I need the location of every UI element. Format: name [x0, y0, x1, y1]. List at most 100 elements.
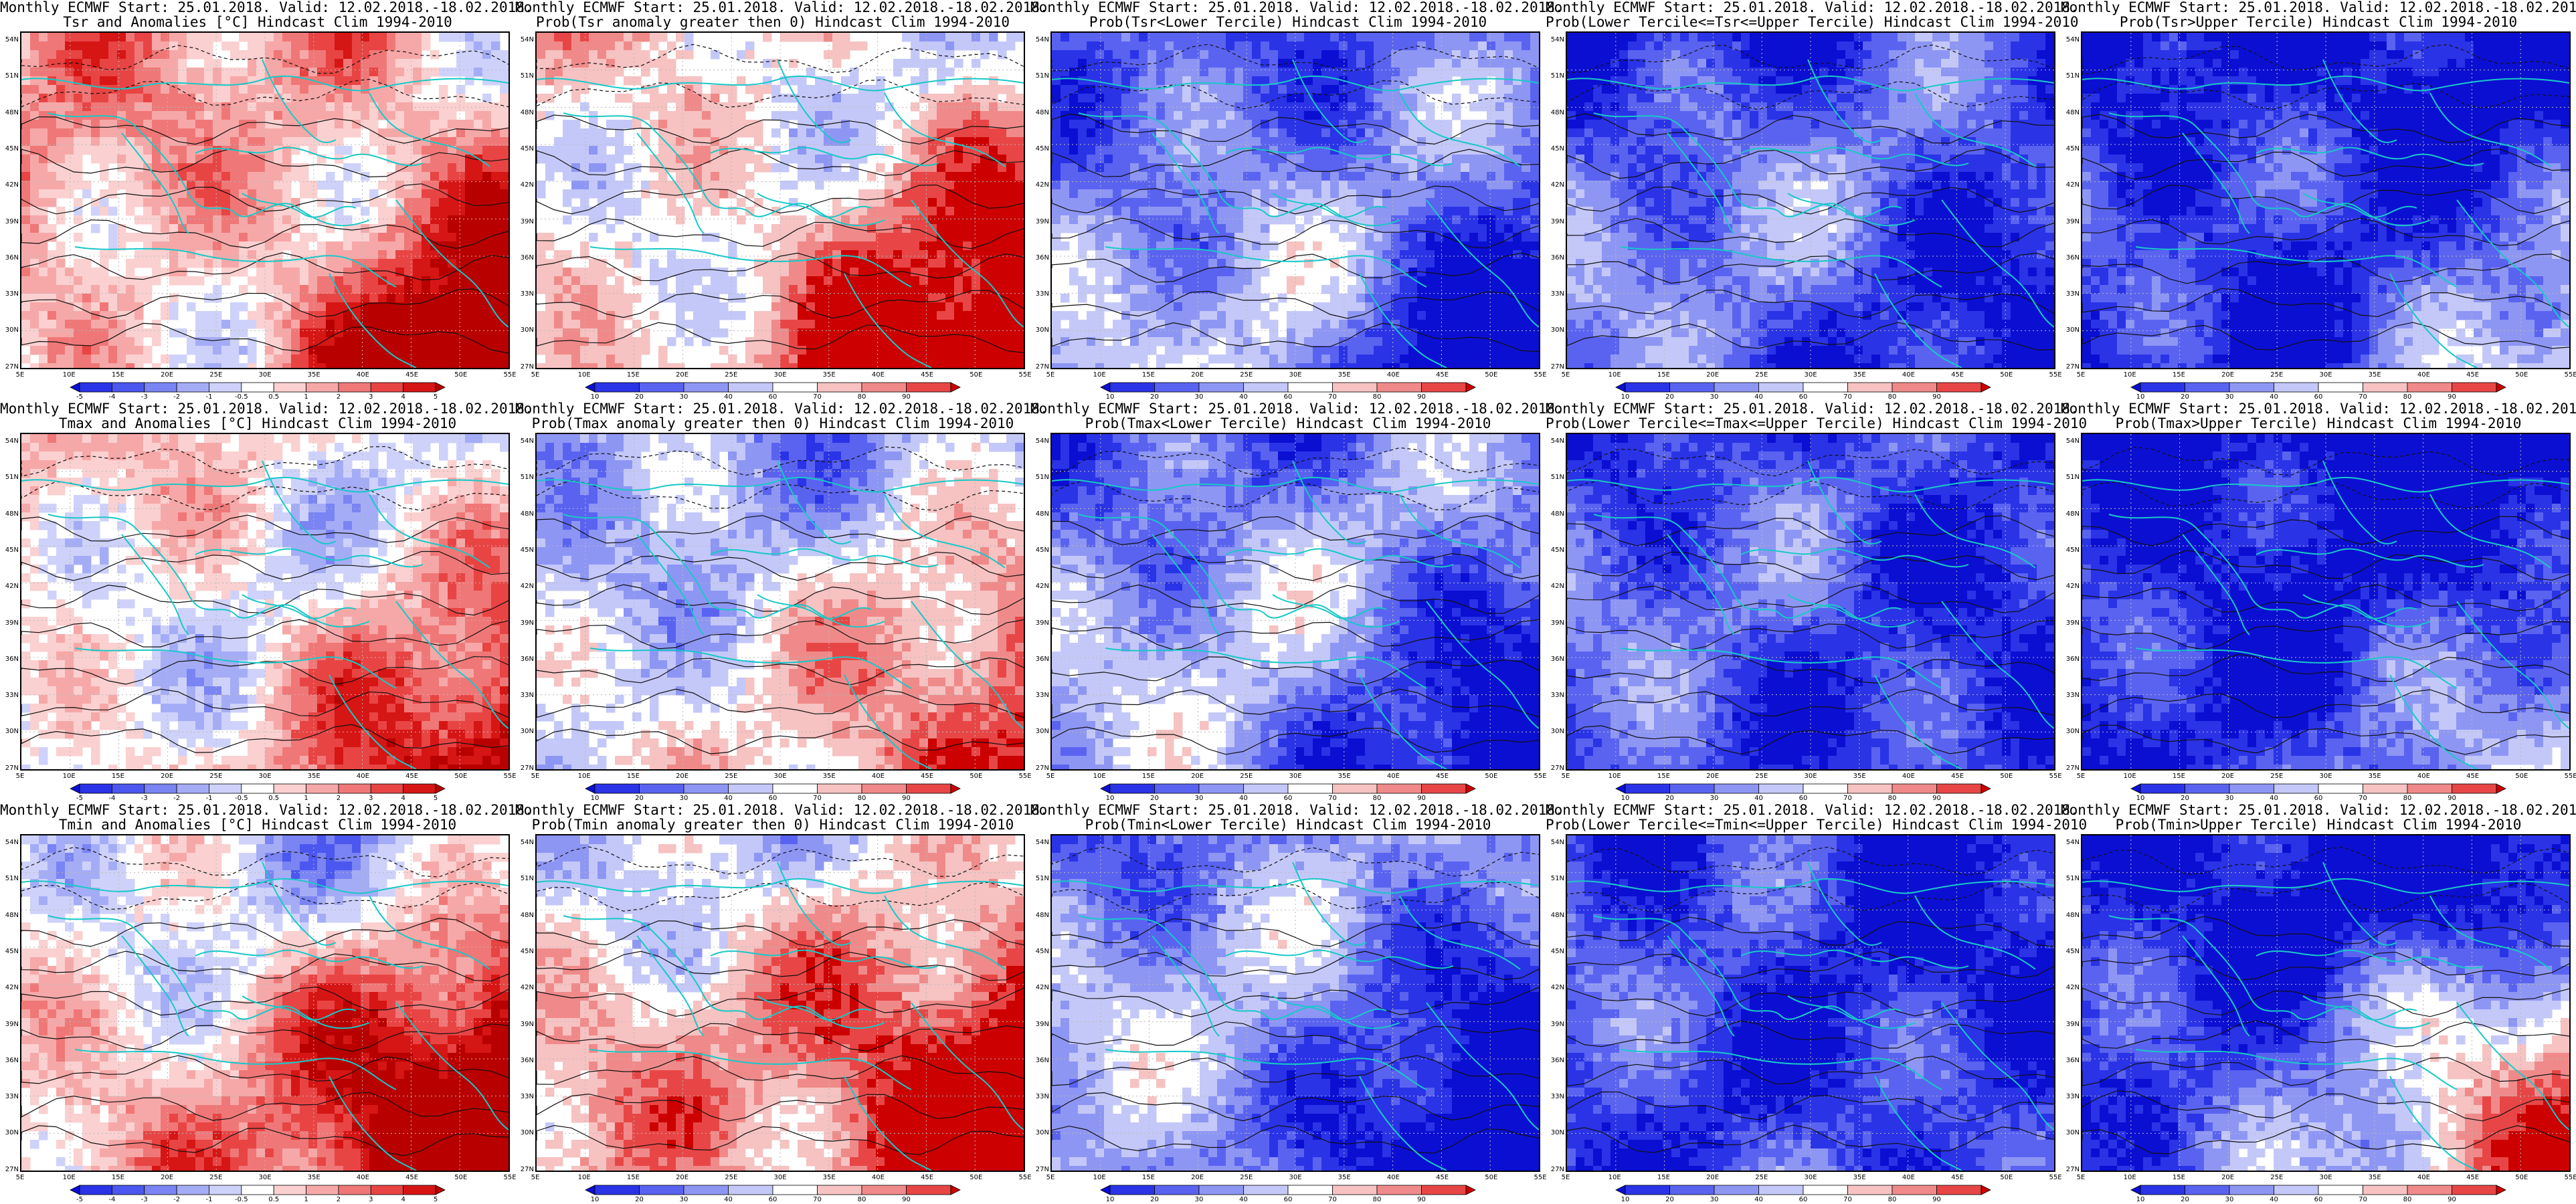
longitude-label: 45E — [405, 773, 418, 780]
colorbar-tick-label: 30 — [680, 393, 688, 401]
longitude-label: 20E — [676, 1174, 688, 1181]
colorbar-tick-label: 10 — [591, 1196, 600, 1203]
latitude-label: 54N — [2062, 839, 2080, 846]
longitude-label: 40E — [1902, 773, 1915, 780]
latitude-label: 54N — [1547, 839, 1564, 846]
latitude-label: 45N — [1, 145, 19, 153]
longitude-label: 10E — [63, 371, 76, 379]
latitude-label: 54N — [1032, 839, 1049, 846]
longitude-label: 50E — [1485, 773, 1497, 780]
colorbar-tick-label: 70 — [1328, 795, 1337, 802]
colorbar-tick-label: 30 — [1195, 393, 1204, 401]
latitude-label: 33N — [1547, 1093, 1564, 1100]
latitude-label: 45N — [1, 546, 19, 554]
colorbar-tick-label: 70 — [2359, 393, 2367, 401]
map-canvas — [1052, 835, 1539, 1171]
latitude-label: 42N — [517, 181, 534, 189]
colorbar-tick-label: 40 — [2270, 1196, 2278, 1203]
latitude-label: 45N — [517, 948, 534, 955]
map-panel: Monthly ECMWF Start: 25.01.2018. Valid: … — [1546, 401, 2087, 803]
longitude-label: 15E — [2173, 371, 2185, 379]
map-panel: Monthly ECMWF Start: 25.01.2018. Valid: … — [1546, 0, 2079, 401]
latitude-label: 54N — [517, 437, 534, 445]
colorbar — [2130, 1185, 2506, 1195]
latitude-label: 36N — [1547, 656, 1564, 663]
latitude-label: 36N — [1, 656, 19, 663]
latitude-label: 36N — [1547, 1057, 1564, 1064]
panel-title-line2: Prob(Tmin>Upper Tercile) Hindcast Clim 1… — [2061, 817, 2576, 832]
colorbar-tick-label: 40 — [1239, 795, 1248, 802]
colorbar — [585, 382, 961, 393]
longitude-label: 20E — [2221, 773, 2234, 780]
panel-title-line2: Tsr and Anomalies [°C] Hindcast Clim 199… — [0, 15, 515, 29]
colorbar — [1615, 783, 1991, 794]
longitude-label: 10E — [578, 371, 591, 379]
latitude-label: 54N — [1547, 36, 1564, 43]
longitude-label: 50E — [454, 371, 467, 379]
colorbar-tick-label: 70 — [1328, 1196, 1337, 1203]
colorbar-tick-label: 80 — [858, 795, 866, 802]
longitude-label: 40E — [1902, 1174, 1915, 1181]
longitude-label: 5E — [1046, 1174, 1055, 1181]
longitude-label: 30E — [2319, 371, 2332, 379]
colorbar-tick-label: 80 — [2403, 1196, 2412, 1203]
colorbar-tick-label: 10 — [2136, 795, 2145, 802]
colorbar-tick-label: 90 — [902, 393, 911, 401]
longitude-label: 10E — [1093, 773, 1106, 780]
latitude-label: 39N — [2062, 619, 2080, 627]
map-canvas — [1567, 33, 2054, 368]
longitude-label: 25E — [209, 371, 222, 379]
longitude-label: 40E — [2417, 773, 2430, 780]
longitude-label: 40E — [1902, 371, 1915, 379]
latitude-label: 33N — [1, 692, 19, 699]
latitude-label: 27N — [517, 765, 534, 772]
colorbar-tick-label: 80 — [2403, 393, 2412, 401]
panel-title-line1: Monthly ECMWF Start: 25.01.2018. Valid: … — [515, 0, 1048, 15]
longitude-label: 35E — [823, 1174, 836, 1181]
colorbar-tick-label: 2 — [337, 1196, 341, 1203]
longitude-label: 25E — [2270, 371, 2283, 379]
longitude-label: 5E — [2077, 773, 2086, 780]
longitude-label: 15E — [627, 371, 640, 379]
latitude-label: 51N — [1547, 72, 1564, 80]
colorbar-tick-label: 1 — [304, 393, 308, 401]
latitude-label: 33N — [2062, 290, 2080, 298]
longitude-label: 45E — [1951, 371, 1964, 379]
longitude-label: 30E — [1289, 371, 1301, 379]
latitude-label: 54N — [1, 36, 19, 43]
colorbar-tick-label: -5 — [76, 1196, 83, 1203]
latitude-label: 27N — [1032, 1166, 1049, 1173]
latitude-label: 33N — [1, 290, 19, 298]
panel-title-line1: Monthly ECMWF Start: 25.01.2018. Valid: … — [0, 401, 533, 416]
longitude-label: 55E — [2564, 1174, 2576, 1181]
colorbar-tick-label: 40 — [2270, 795, 2278, 802]
longitude-label: 10E — [578, 1174, 591, 1181]
colorbar-tick-label: -5 — [76, 795, 83, 802]
longitude-label: 45E — [2466, 773, 2479, 780]
latitude-label: 36N — [1, 254, 19, 262]
longitude-label: 25E — [209, 773, 222, 780]
map-panel: Monthly ECMWF Start: 25.01.2018. Valid: … — [0, 803, 533, 1204]
colorbar-tick-label: 2 — [337, 795, 341, 802]
longitude-label: 50E — [454, 773, 467, 780]
latitude-label: 36N — [517, 1057, 534, 1064]
map-frame — [2081, 31, 2571, 369]
colorbar-tick-label: 10 — [591, 393, 600, 401]
longitude-label: 55E — [1534, 371, 1546, 379]
longitude-label: 50E — [454, 1174, 467, 1181]
latitude-label: 42N — [1032, 181, 1049, 189]
latitude-label: 36N — [2062, 1057, 2080, 1064]
longitude-label: 10E — [1608, 1174, 1621, 1181]
longitude-label: 40E — [357, 1174, 369, 1181]
colorbar-tick-label: 20 — [635, 393, 644, 401]
latitude-label: 27N — [1032, 765, 1049, 772]
latitude-label: 54N — [1, 839, 19, 846]
map-canvas — [2082, 835, 2569, 1171]
colorbar-tick-label: 90 — [1932, 1196, 1941, 1203]
longitude-label: 5E — [1562, 371, 1570, 379]
panel-title-line2: Prob(Tmax>Upper Tercile) Hindcast Clim 1… — [2061, 416, 2576, 431]
latitude-label: 48N — [1032, 912, 1049, 919]
map-canvas — [1052, 33, 1539, 368]
colorbar-tick-label: -2 — [173, 393, 180, 401]
longitude-label: 15E — [1142, 773, 1155, 780]
